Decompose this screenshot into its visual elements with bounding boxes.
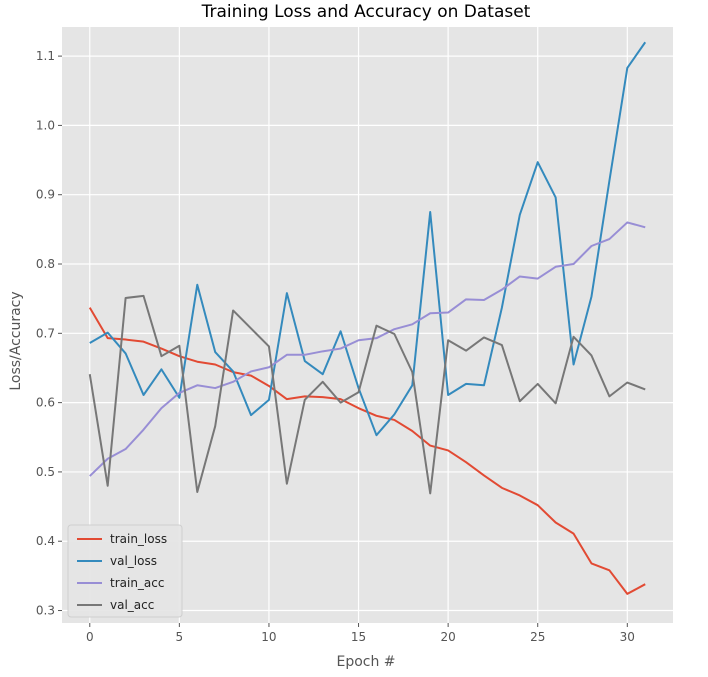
legend-entry: train_loss	[110, 532, 167, 546]
y-tick-label: 0.7	[36, 326, 55, 340]
x-tick-label: 20	[440, 630, 455, 644]
y-tick-label: 0.4	[36, 534, 55, 548]
legend-entry: train_acc	[110, 576, 164, 590]
y-axis-label: Loss/Accuracy	[8, 291, 24, 390]
y-tick-label: 0.5	[36, 465, 55, 479]
legend-entry: val_loss	[110, 554, 157, 568]
y-tick-label: 0.3	[36, 604, 55, 618]
x-axis-ticks: 0 5 10 15 20 25 30	[86, 623, 635, 644]
plot-area	[62, 27, 673, 623]
legend-entry: val_acc	[110, 598, 154, 612]
legend-box	[67, 524, 183, 618]
x-tick-label: 0	[86, 630, 94, 644]
x-tick-label: 30	[620, 630, 635, 644]
y-axis-ticks: 0.3 0.4 0.5 0.6 0.7 0.8 0.9 1.0 1.1	[36, 49, 62, 618]
x-tick-label: 25	[530, 630, 545, 644]
x-tick-label: 15	[351, 630, 366, 644]
y-tick-label: 1.1	[36, 49, 55, 63]
y-tick-label: 0.9	[36, 188, 55, 202]
x-tick-label: 10	[261, 630, 276, 644]
series-line-train-acc	[89, 221, 646, 477]
x-axis-label: Epoch #	[336, 654, 395, 670]
y-tick-label: 0.6	[36, 396, 55, 410]
x-tick-label: 5	[176, 630, 184, 644]
legend: train_loss val_loss train_acc val_acc	[67, 524, 183, 618]
series-line-val-loss	[89, 41, 647, 437]
y-tick-label: 1.0	[36, 118, 55, 132]
chart-title: Training Loss and Accuracy on Dataset	[201, 2, 531, 22]
y-tick-label: 0.8	[36, 257, 55, 271]
series-line-val-acc	[88, 294, 646, 495]
series-lines	[88, 41, 647, 595]
